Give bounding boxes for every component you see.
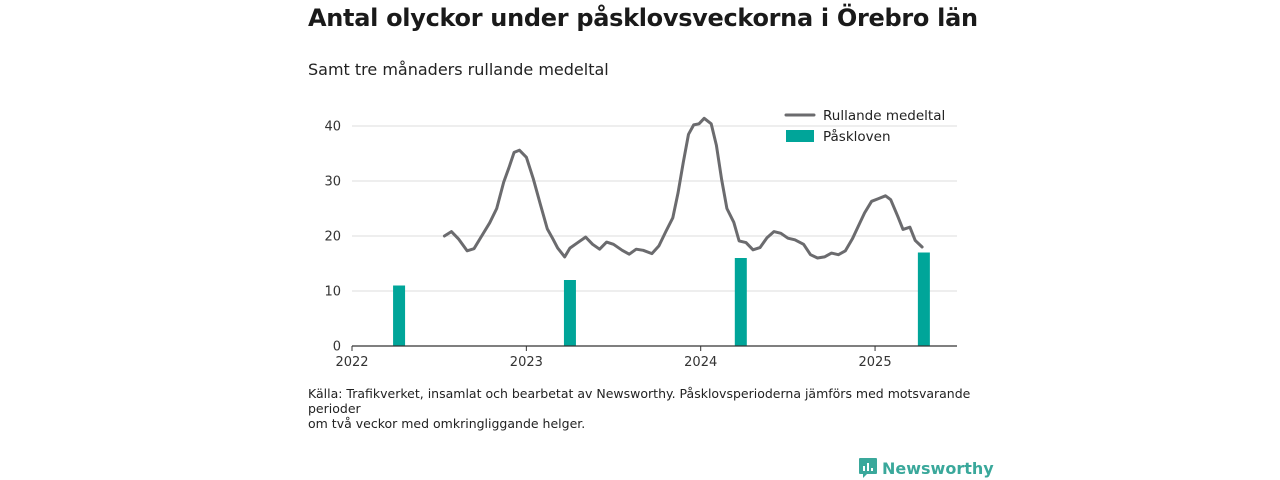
legend-label: Påskloven bbox=[823, 128, 891, 145]
y-tick-label: 0 bbox=[333, 340, 341, 355]
rolling-average-line bbox=[442, 116, 924, 260]
newsworthy-logo-icon bbox=[859, 458, 877, 478]
y-tick-label: 30 bbox=[324, 175, 341, 190]
chart-title: Antal olyckor under påsklovsveckorna i Ö… bbox=[308, 4, 978, 32]
x-tick-label: 2022 bbox=[335, 355, 368, 370]
chart-subtitle: Samt tre månaders rullande medeltal bbox=[308, 60, 609, 79]
grid-lines bbox=[352, 125, 957, 292]
x-tick-label: 2024 bbox=[684, 355, 717, 370]
x-axis: 2022 2023 2024 2025 bbox=[335, 345, 957, 370]
x-tick-label: 2023 bbox=[510, 355, 543, 370]
source-line: Källa: Trafikverket, insamlat och bearbe… bbox=[308, 386, 971, 401]
line-series bbox=[442, 116, 924, 260]
bar bbox=[734, 258, 747, 346]
source-note: Källa: Trafikverket, insamlat och bearbe… bbox=[308, 386, 971, 431]
legend: Rullande medeltal Påskloven bbox=[784, 108, 945, 145]
logo-text: Newsworthy bbox=[882, 458, 994, 478]
bar bbox=[563, 280, 576, 346]
y-tick-label: 40 bbox=[324, 120, 341, 135]
bar-series bbox=[393, 252, 930, 346]
y-tick-label: 10 bbox=[324, 285, 341, 300]
bar bbox=[393, 285, 406, 346]
source-line: perioder bbox=[308, 401, 361, 416]
source-line: om två veckor med omkringliggande helger… bbox=[308, 416, 586, 431]
newsworthy-logo[interactable]: Newsworthy bbox=[858, 456, 994, 480]
legend-label: Rullande medeltal bbox=[823, 108, 945, 124]
y-axis: 0 10 20 30 40 bbox=[324, 120, 341, 355]
legend-bar-swatch bbox=[786, 130, 814, 142]
x-tick-label: 2025 bbox=[859, 355, 892, 370]
y-tick-label: 20 bbox=[324, 230, 341, 245]
bar bbox=[917, 252, 930, 346]
